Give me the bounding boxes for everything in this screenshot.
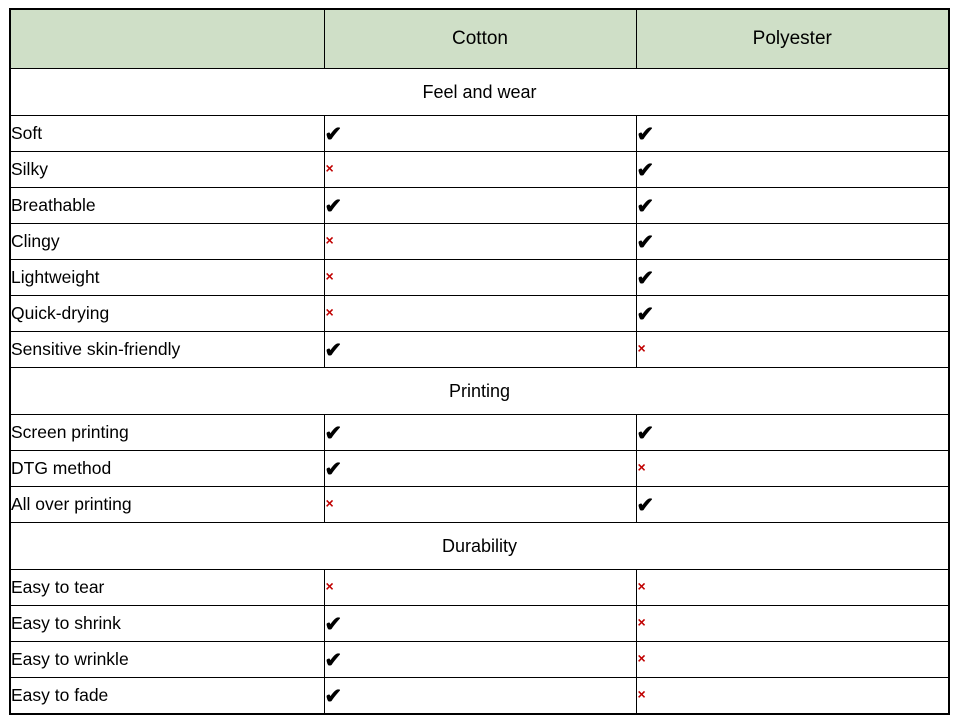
cell-polyester: × — [635, 331, 950, 368]
table-header: Cotton Polyester — [9, 8, 950, 69]
cross-icon: × — [637, 685, 646, 702]
check-icon: ✔ — [636, 230, 655, 254]
cell-cotton: ✔ — [323, 414, 637, 451]
table-row: All over printing × ✔ — [9, 486, 950, 523]
table-row: Screen printing ✔ ✔ — [9, 414, 950, 451]
cell-feature: Easy to fade — [9, 677, 325, 715]
cross-icon: × — [325, 231, 334, 248]
cross-icon: × — [325, 267, 334, 284]
cell-feature: Lightweight — [9, 259, 325, 296]
cell-polyester: × — [635, 605, 950, 642]
cell-polyester: × — [635, 569, 950, 606]
table-row: Silky × ✔ — [9, 151, 950, 188]
table-body: Feel and wear Soft ✔ ✔ Silky × ✔ Breathable ✔ ✔ Cl… — [9, 68, 950, 715]
check-icon: ✔ — [324, 122, 343, 146]
check-icon: ✔ — [636, 493, 655, 517]
cross-icon: × — [637, 458, 646, 475]
cell-polyester: ✔ — [635, 414, 950, 451]
cell-feature: Silky — [9, 151, 325, 188]
table-row: Clingy × ✔ — [9, 223, 950, 260]
cell-feature: Easy to wrinkle — [9, 641, 325, 678]
check-icon: ✔ — [324, 421, 343, 445]
cell-feature: Easy to tear — [9, 569, 325, 606]
check-icon: ✔ — [324, 194, 343, 218]
check-icon: ✔ — [324, 684, 343, 708]
fabric-comparison-table: Cotton Polyester Feel and wear Soft ✔ ✔ Silk… — [9, 8, 950, 715]
cross-icon: × — [637, 649, 646, 666]
table-row: Easy to fade ✔ × — [9, 677, 950, 715]
check-icon: ✔ — [636, 122, 655, 146]
cell-feature: Quick-drying — [9, 295, 325, 332]
table-row: Sensitive skin-friendly ✔ × — [9, 331, 950, 368]
section-title: Feel and wear — [9, 68, 950, 116]
cross-icon: × — [637, 339, 646, 356]
cell-cotton: × — [323, 295, 637, 332]
cell-feature: DTG method — [9, 450, 325, 487]
cross-icon: × — [325, 159, 334, 176]
cross-icon: × — [325, 303, 334, 320]
cross-icon: × — [325, 494, 334, 511]
cell-polyester: × — [635, 677, 950, 715]
cell-cotton: × — [323, 569, 637, 606]
cell-polyester: ✔ — [635, 151, 950, 188]
column-header-cotton: Cotton — [323, 8, 637, 69]
cell-polyester: ✔ — [635, 223, 950, 260]
check-icon: ✔ — [324, 457, 343, 481]
check-icon: ✔ — [636, 194, 655, 218]
table-row: Easy to shrink ✔ × — [9, 605, 950, 642]
cell-feature: Clingy — [9, 223, 325, 260]
check-icon: ✔ — [636, 158, 655, 182]
table-row: Easy to tear × × — [9, 569, 950, 606]
cell-cotton: × — [323, 486, 637, 523]
cell-feature: Breathable — [9, 187, 325, 224]
check-icon: ✔ — [324, 648, 343, 672]
table-row: Easy to wrinkle ✔ × — [9, 641, 950, 678]
cell-feature: Easy to shrink — [9, 605, 325, 642]
cell-polyester: × — [635, 450, 950, 487]
section-header-row: Printing — [9, 367, 950, 415]
cross-icon: × — [325, 577, 334, 594]
cell-polyester: ✔ — [635, 115, 950, 152]
table-row: Lightweight × ✔ — [9, 259, 950, 296]
cell-cotton: ✔ — [323, 115, 637, 152]
check-icon: ✔ — [636, 421, 655, 445]
table-row: Quick-drying × ✔ — [9, 295, 950, 332]
cell-cotton: × — [323, 151, 637, 188]
column-header-polyester: Polyester — [635, 8, 950, 69]
section-title: Durability — [9, 522, 950, 570]
cross-icon: × — [637, 613, 646, 630]
cross-icon: × — [637, 577, 646, 594]
section-header-row: Durability — [9, 522, 950, 570]
check-icon: ✔ — [636, 266, 655, 290]
cell-polyester: ✔ — [635, 486, 950, 523]
cell-feature: Soft — [9, 115, 325, 152]
check-icon: ✔ — [324, 338, 343, 362]
cell-cotton: ✔ — [323, 677, 637, 715]
header-feature-blank — [9, 8, 325, 69]
check-icon: ✔ — [636, 302, 655, 326]
cell-cotton: ✔ — [323, 450, 637, 487]
cell-feature: Sensitive skin-friendly — [9, 331, 325, 368]
cell-polyester: × — [635, 641, 950, 678]
cell-cotton: ✔ — [323, 331, 637, 368]
cell-polyester: ✔ — [635, 259, 950, 296]
section-title: Printing — [9, 367, 950, 415]
table-header-row: Cotton Polyester — [9, 8, 950, 69]
cell-feature: All over printing — [9, 486, 325, 523]
cell-cotton: × — [323, 223, 637, 260]
cell-cotton: ✔ — [323, 605, 637, 642]
check-icon: ✔ — [324, 612, 343, 636]
cell-polyester: ✔ — [635, 295, 950, 332]
cell-cotton: ✔ — [323, 187, 637, 224]
cell-polyester: ✔ — [635, 187, 950, 224]
cell-cotton: × — [323, 259, 637, 296]
table-row: Soft ✔ ✔ — [9, 115, 950, 152]
section-header-row: Feel and wear — [9, 68, 950, 116]
table-row: DTG method ✔ × — [9, 450, 950, 487]
cell-cotton: ✔ — [323, 641, 637, 678]
table-row: Breathable ✔ ✔ — [9, 187, 950, 224]
cell-feature: Screen printing — [9, 414, 325, 451]
